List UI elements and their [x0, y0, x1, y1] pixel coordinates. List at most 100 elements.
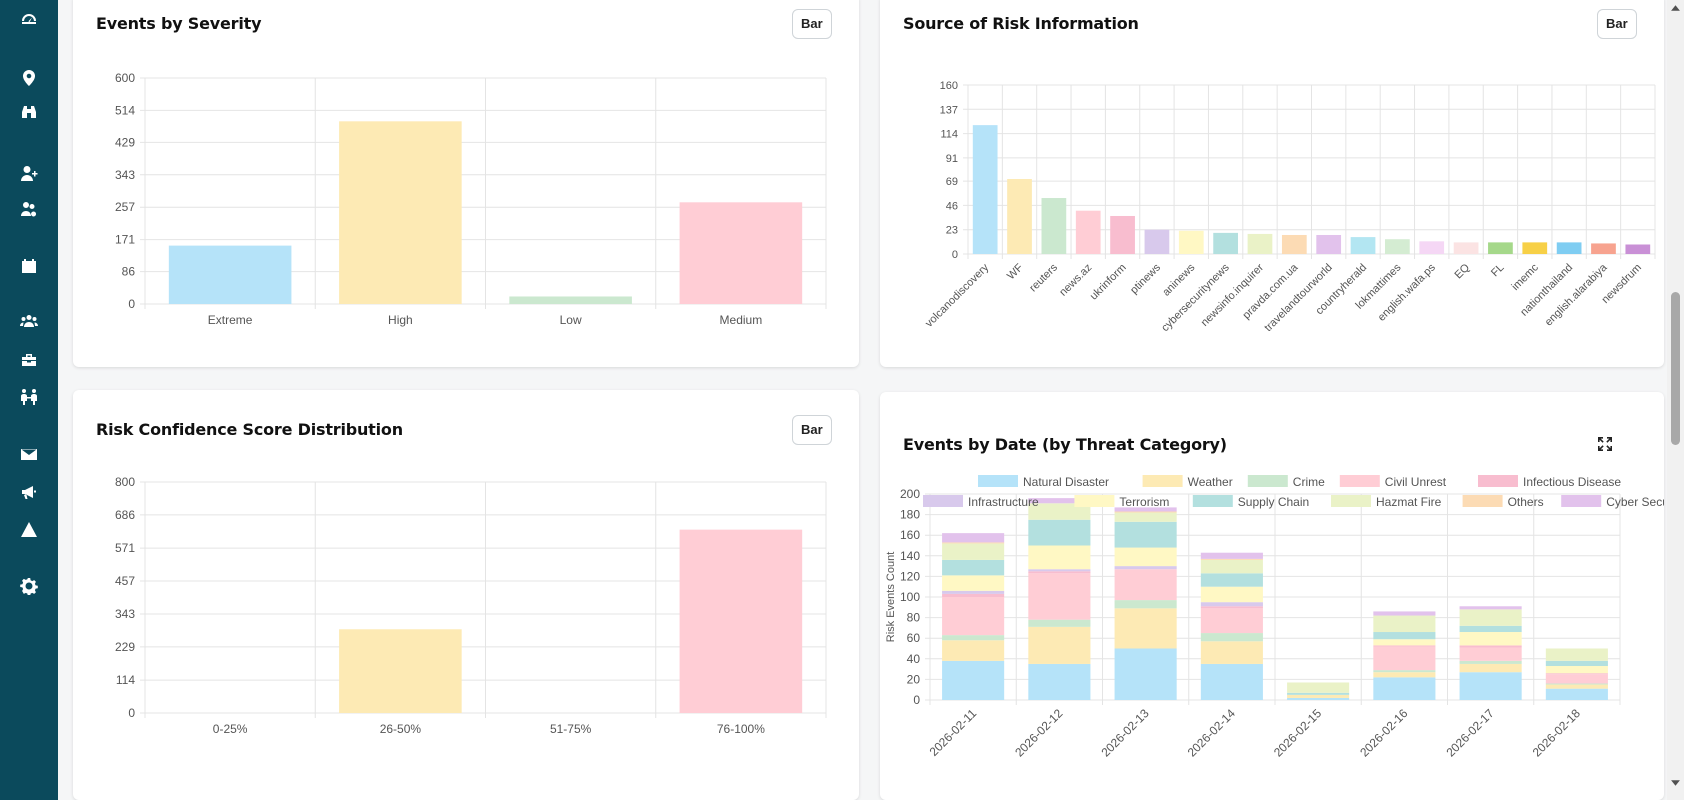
bar-segment[interactable]	[1200, 573, 1263, 587]
bar-segment[interactable]	[1373, 611, 1436, 616]
bar-segment[interactable]	[1459, 625, 1522, 633]
bar-segment[interactable]	[1287, 682, 1350, 693]
bar-segment[interactable]	[1200, 606, 1263, 609]
bar-segment[interactable]	[1200, 663, 1263, 700]
bar-segment[interactable]	[1028, 573, 1091, 620]
calendar-icon[interactable]	[17, 254, 41, 278]
bar[interactable]	[1350, 237, 1376, 254]
bar-segment[interactable]	[942, 660, 1005, 700]
legend-swatch[interactable]	[923, 495, 963, 507]
bar-segment[interactable]	[1028, 503, 1091, 520]
legend-label[interactable]: Natural Disaster	[1023, 475, 1109, 489]
bar-segment[interactable]	[1200, 552, 1263, 559]
bar-segment[interactable]	[1114, 507, 1177, 512]
legend-label[interactable]: Civil Unrest	[1385, 475, 1447, 489]
bar-segment[interactable]	[1287, 697, 1350, 700]
legend-swatch[interactable]	[978, 475, 1018, 487]
legend-label[interactable]: Crime	[1293, 475, 1325, 489]
bar-segment[interactable]	[1459, 647, 1522, 661]
bar-segment[interactable]	[1373, 646, 1436, 671]
legend-label[interactable]: Others	[1508, 495, 1544, 509]
bar-segment[interactable]	[1028, 498, 1091, 504]
bar[interactable]	[679, 529, 803, 713]
vertical-scrollbar[interactable]	[1667, 0, 1684, 800]
bar-segment[interactable]	[1287, 692, 1350, 695]
bar-segment[interactable]	[1114, 511, 1177, 513]
bar-segment[interactable]	[942, 533, 1005, 543]
megaphone-icon[interactable]	[17, 480, 41, 504]
bar-segment[interactable]	[1373, 677, 1436, 700]
dashboard-icon[interactable]	[17, 8, 41, 32]
bar-segment[interactable]	[1373, 615, 1436, 633]
bar-segment[interactable]	[1028, 519, 1091, 546]
scrollbar-thumb[interactable]	[1671, 292, 1680, 445]
bar-segment[interactable]	[942, 559, 1005, 576]
bar-segment[interactable]	[1200, 559, 1263, 574]
legend-swatch[interactable]	[1192, 495, 1233, 507]
legend-label[interactable]: Infrastructure	[968, 495, 1039, 509]
bar-segment[interactable]	[1028, 545, 1091, 570]
bar[interactable]	[1488, 242, 1513, 254]
bar-segment[interactable]	[1200, 608, 1263, 634]
chart-type-button[interactable]: Bar	[792, 415, 832, 445]
bar-segment[interactable]	[1373, 632, 1436, 640]
legend-swatch[interactable]	[1074, 495, 1115, 507]
mail-icon[interactable]	[17, 442, 41, 466]
bar-segment[interactable]	[942, 593, 1005, 597]
bar-segment[interactable]	[1114, 566, 1177, 570]
user-add-icon[interactable]	[17, 162, 41, 186]
bar-segment[interactable]	[1545, 684, 1608, 689]
legend-swatch[interactable]	[1478, 475, 1518, 487]
bar[interactable]	[1041, 198, 1067, 254]
bar[interactable]	[972, 125, 998, 254]
bar-segment[interactable]	[1459, 663, 1522, 673]
bar[interactable]	[1110, 215, 1135, 254]
bar[interactable]	[509, 296, 632, 304]
bar[interactable]	[339, 629, 462, 713]
bar-segment[interactable]	[1028, 569, 1091, 572]
bar-segment[interactable]	[1459, 672, 1522, 700]
legend-label[interactable]: Infectious Disease	[1523, 475, 1621, 489]
bar-segment[interactable]	[1028, 619, 1091, 627]
bar-segment[interactable]	[1114, 600, 1177, 609]
binoculars-icon[interactable]	[17, 100, 41, 124]
legend-swatch[interactable]	[1561, 495, 1602, 507]
bar[interactable]	[1556, 242, 1582, 254]
chart-type-button[interactable]: Bar	[1597, 9, 1637, 39]
bar[interactable]	[1178, 230, 1204, 254]
bar-segment[interactable]	[1028, 571, 1091, 574]
bar-segment[interactable]	[942, 590, 1005, 594]
bar-segment[interactable]	[1459, 632, 1522, 646]
bar-segment[interactable]	[1373, 670, 1436, 673]
location-pin-icon[interactable]	[17, 66, 41, 90]
expand-icon[interactable]	[1597, 436, 1617, 456]
legend-label[interactable]: Supply Chain	[1238, 495, 1309, 509]
bar-segment[interactable]	[1373, 639, 1436, 646]
toolbox-icon[interactable]	[17, 348, 41, 372]
bar-segment[interactable]	[1459, 645, 1522, 648]
bar-segment[interactable]	[942, 640, 1005, 661]
bar[interactable]	[1213, 232, 1238, 254]
bar-segment[interactable]	[1200, 586, 1263, 603]
legend-label[interactable]: Terrorism	[1119, 495, 1169, 509]
bar-segment[interactable]	[942, 542, 1005, 544]
bar-segment[interactable]	[1114, 648, 1177, 701]
legend-swatch[interactable]	[1331, 495, 1371, 507]
bar-segment[interactable]	[1114, 608, 1177, 649]
warning-icon[interactable]	[17, 518, 41, 542]
bar-segment[interactable]	[1114, 547, 1177, 567]
legend-label[interactable]: Weather	[1188, 475, 1233, 489]
legend-swatch[interactable]	[1142, 475, 1183, 487]
bar[interactable]	[1591, 243, 1616, 254]
legend-label[interactable]: Hazmat Fire	[1376, 495, 1442, 509]
bar[interactable]	[1281, 234, 1307, 254]
bar-segment[interactable]	[942, 597, 1005, 636]
users-cog-icon[interactable]	[17, 198, 41, 222]
bar-segment[interactable]	[942, 575, 1005, 591]
team-icon[interactable]	[17, 310, 41, 334]
bar-segment[interactable]	[1200, 558, 1263, 560]
bar-segment[interactable]	[1200, 641, 1263, 664]
bar-segment[interactable]	[942, 543, 1005, 560]
bar-segment[interactable]	[1545, 673, 1608, 675]
bar[interactable]	[1419, 241, 1445, 254]
